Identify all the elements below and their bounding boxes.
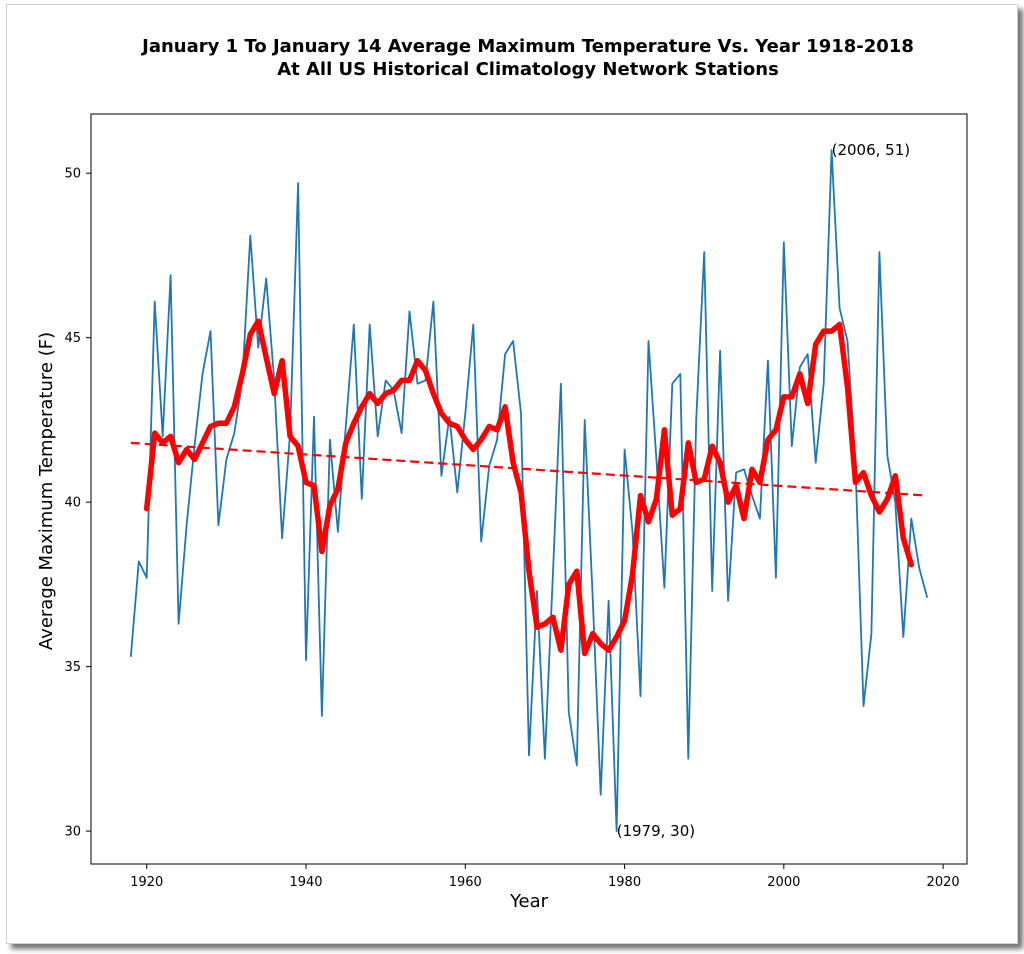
plot-area-frame <box>90 113 968 865</box>
x-tick-label: 2020 <box>927 875 960 890</box>
y-tick-label: 50 <box>64 167 81 182</box>
chart-subtitle: At All US Historical Climatology Network… <box>277 59 779 80</box>
chart: January 1 To January 14 Average Maximum … <box>36 36 968 912</box>
x-axis-label: Year <box>509 891 549 912</box>
y-tick-label: 45 <box>64 331 81 346</box>
x-tick-label: 1940 <box>289 875 322 890</box>
annotation-label: (1979, 30) <box>617 822 696 840</box>
figure-frame: January 1 To January 14 Average Maximum … <box>6 4 1018 944</box>
y-tick-label: 35 <box>64 660 81 675</box>
annotation-label: (2006, 51) <box>832 141 911 159</box>
x-tick-label: 1980 <box>608 875 641 890</box>
series <box>129 149 929 832</box>
smoothed-series-line <box>143 318 915 657</box>
raw-series-line <box>129 149 929 832</box>
x-tick-label: 2000 <box>767 875 800 890</box>
y-axis-label: Average Maximum Temperature (F) <box>36 332 57 650</box>
y-tick-label: 30 <box>64 825 81 840</box>
annotations: (2006, 51) (1979, 30) <box>617 141 911 840</box>
x-tick-label: 1920 <box>130 875 163 890</box>
trend-line <box>130 441 928 497</box>
chart-title: January 1 To January 14 Average Maximum … <box>140 36 914 57</box>
x-tick-label: 1960 <box>449 875 482 890</box>
y-tick-label: 40 <box>64 496 81 511</box>
ticks: 1920 1940 1960 1980 2000 2020 30 35 40 45 50 <box>64 167 959 890</box>
